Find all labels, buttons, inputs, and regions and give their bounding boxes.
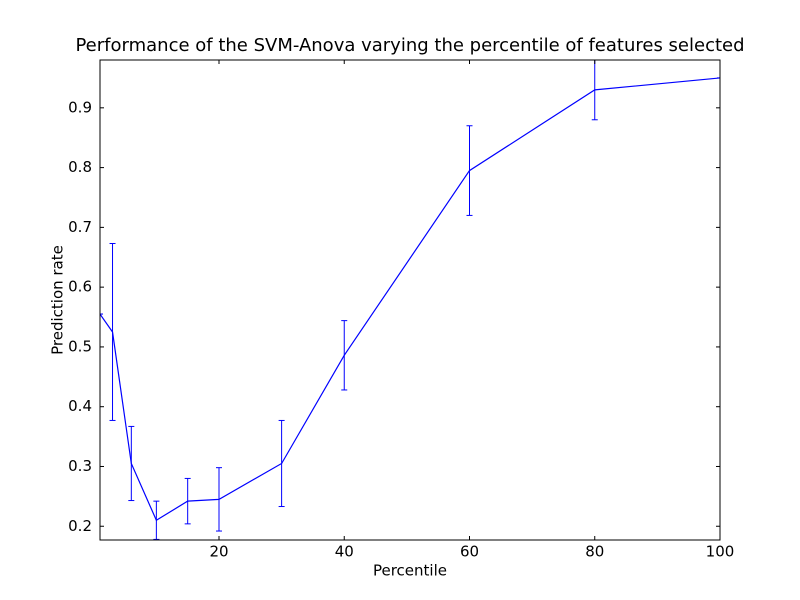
x-axis-label: Percentile: [373, 562, 447, 580]
y-tick-label: 0.7: [68, 218, 92, 236]
y-tick-label: 0.4: [68, 397, 92, 415]
chart-title: Performance of the SVM-Anova varying the…: [75, 35, 744, 56]
x-tick-label: 100: [706, 543, 735, 561]
y-tick-label: 0.9: [68, 98, 92, 116]
x-tick-label: 20: [209, 543, 228, 561]
y-tick-label: 0.3: [68, 457, 92, 475]
y-tick-label: 0.2: [68, 517, 92, 535]
y-tick-label: 0.8: [68, 158, 92, 176]
y-tick-label: 0.6: [68, 278, 92, 296]
y-axis-label: Prediction rate: [49, 245, 67, 355]
x-tick-label: 40: [335, 543, 354, 561]
plot-frame: [99, 59, 721, 541]
plot-area: [100, 60, 720, 540]
data-line: [100, 77, 720, 522]
y-tick-label: 0.5: [68, 337, 92, 355]
x-tick-label: 60: [460, 543, 479, 561]
x-tick-label: 80: [585, 543, 604, 561]
